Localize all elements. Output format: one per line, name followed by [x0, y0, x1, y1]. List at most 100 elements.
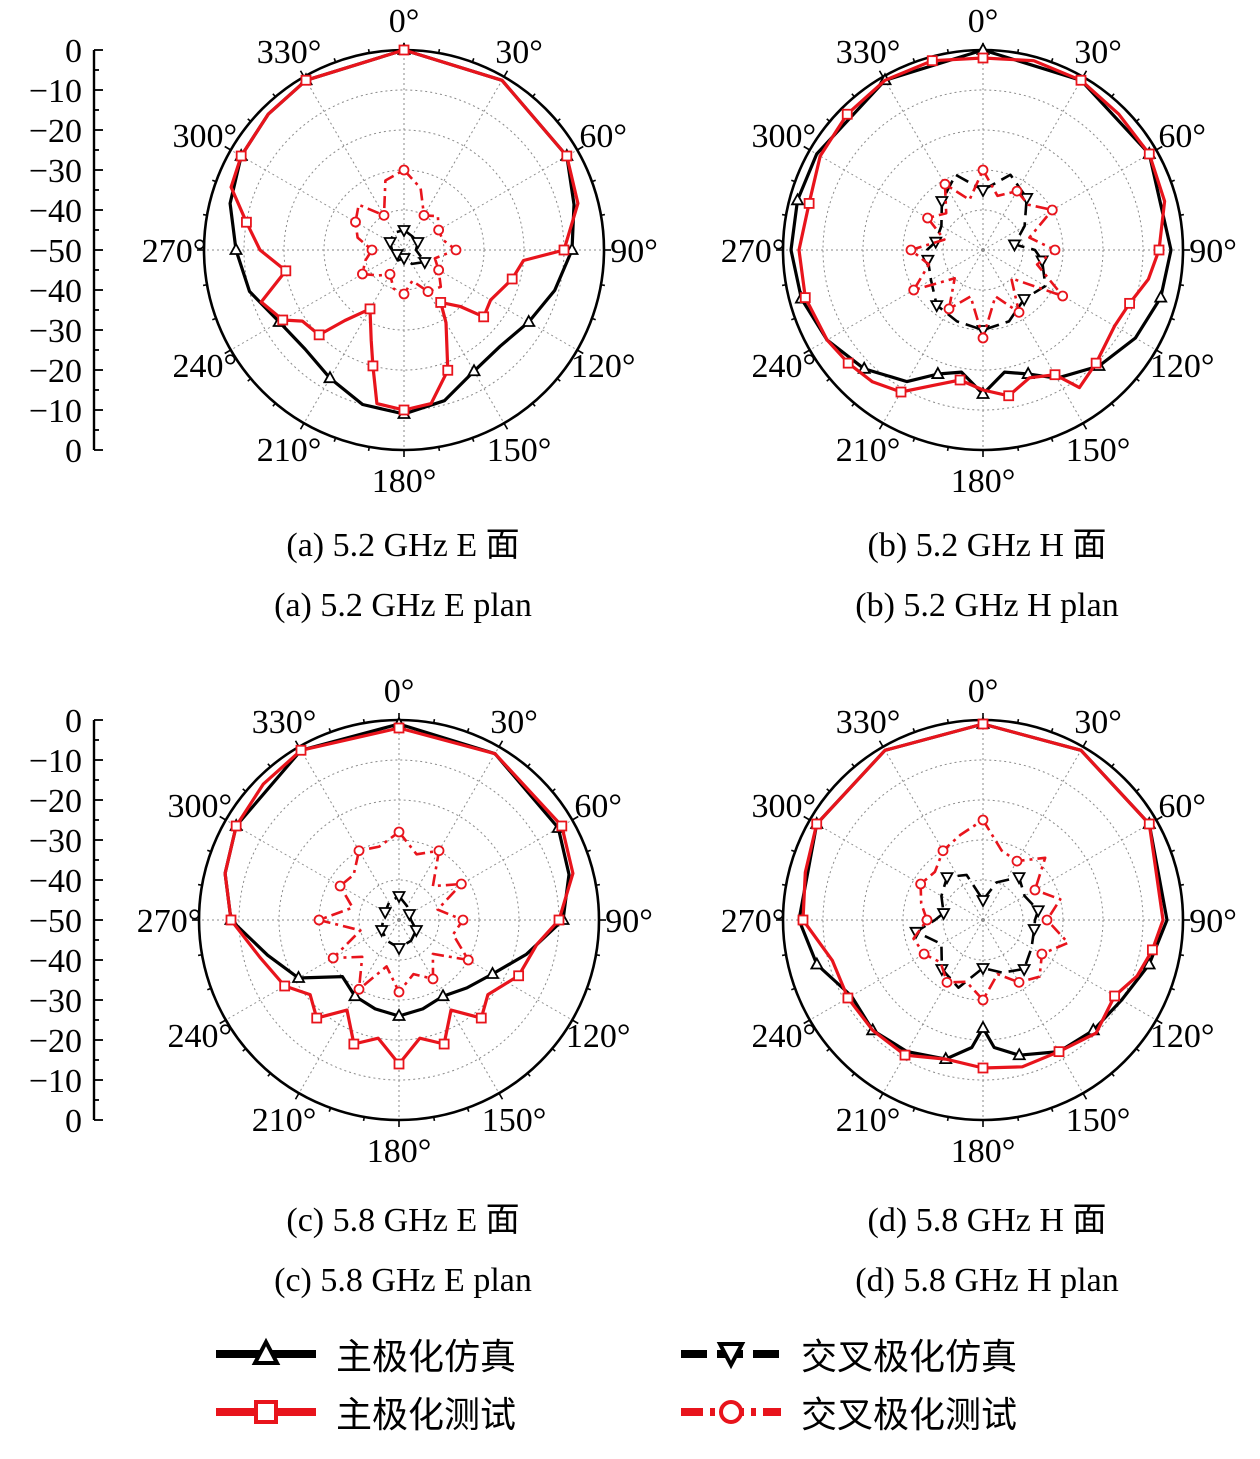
scale-label: −30	[29, 313, 82, 350]
angle-label: 150°	[1066, 1102, 1131, 1139]
scale-label: −10	[29, 393, 82, 430]
data-point-marker	[374, 925, 389, 938]
angle-tick	[1179, 953, 1185, 957]
data-point-marker	[1146, 944, 1158, 956]
angle-tick	[1170, 849, 1175, 853]
angle-label: 330°	[836, 34, 901, 71]
angle-label: 150°	[482, 1102, 547, 1139]
angle-tick	[362, 1116, 366, 1122]
scale-label: −20	[29, 113, 82, 150]
grid-spoke	[403, 149, 578, 251]
scale-label: 0	[65, 33, 82, 70]
series-主极化仿真	[789, 42, 1173, 399]
angle-tick	[1082, 422, 1088, 430]
data-point-marker	[1143, 148, 1155, 160]
angle-label: 240°	[752, 1018, 817, 1055]
angle-tick	[878, 422, 884, 430]
angle-tick	[851, 93, 856, 98]
grid-spoke	[398, 746, 500, 921]
angle-tick	[202, 283, 208, 287]
angle-tick	[600, 283, 606, 287]
scale-label: −30	[29, 983, 82, 1020]
polar-grid: 0° 30° 60° 90° 120° 150° 180° 210° 240° 270° 300° 3…	[137, 673, 653, 1170]
data-point-marker	[1011, 855, 1023, 867]
legend-label-main-sim: 主极化仿真	[336, 1337, 517, 1378]
angle-tick	[212, 317, 217, 321]
data-point-marker	[513, 970, 525, 982]
angle-label: 330°	[836, 704, 901, 741]
angle-tick	[437, 48, 441, 54]
data-point-marker	[357, 268, 368, 280]
data-point-marker	[366, 244, 378, 256]
data-point-marker	[1003, 390, 1015, 402]
angle-tick	[526, 763, 531, 768]
grid-spoke	[403, 249, 505, 424]
grid-spoke	[298, 746, 400, 921]
angle-tick	[471, 58, 475, 63]
series-line	[797, 56, 1167, 398]
data-point-marker	[799, 292, 811, 304]
series-主极化测试	[797, 52, 1167, 402]
angle-tick	[367, 48, 371, 54]
data-point-marker	[475, 1012, 487, 1024]
grid-spoke	[298, 919, 400, 1094]
angle-tick	[242, 788, 247, 793]
caption-d-en: (d) 5.8 GHz H plan	[855, 1262, 1119, 1299]
angle-label: 30°	[495, 34, 543, 71]
data-point-marker	[390, 249, 405, 262]
angle-tick	[212, 179, 217, 183]
scale-label: −10	[29, 1063, 82, 1100]
data-point-marker	[347, 988, 363, 1002]
data-point-marker	[396, 225, 412, 238]
data-point-marker	[295, 744, 307, 756]
angle-tick	[1155, 815, 1163, 821]
data-point-marker	[1013, 976, 1025, 988]
angle-label: 240°	[168, 1018, 233, 1055]
angle-tick	[1110, 763, 1115, 768]
angle-tick	[1170, 987, 1175, 991]
angle-label: 240°	[752, 348, 817, 385]
data-point-marker	[975, 386, 991, 399]
angle-tick	[531, 402, 536, 407]
angle-tick	[437, 446, 441, 452]
angle-tick	[207, 987, 212, 991]
angle-label: 150°	[1066, 432, 1131, 469]
data-point-marker	[225, 914, 237, 926]
data-point-marker	[895, 386, 907, 398]
data-point-marker	[427, 973, 439, 985]
data-point-marker	[977, 994, 989, 1006]
angle-tick	[912, 728, 916, 733]
angle-label: 30°	[1074, 704, 1122, 741]
data-point-marker	[899, 1049, 911, 1061]
data-point-marker	[1090, 357, 1102, 369]
angle-tick	[498, 740, 504, 748]
angle-tick	[267, 763, 272, 768]
caption-a: (a) 5.2 GHz E 面 (a) 5.2 GHz E plan	[103, 516, 703, 636]
series-交叉极化仿真	[374, 891, 424, 956]
angle-tick	[803, 1019, 811, 1025]
grid-spoke	[809, 819, 984, 921]
data-point-marker	[391, 1008, 407, 1021]
data-point-marker	[1036, 948, 1048, 960]
scale-label: −50	[29, 903, 82, 940]
angle-tick	[503, 70, 509, 78]
angle-tick	[242, 1047, 247, 1052]
data-point-marker	[941, 976, 953, 988]
data-point-marker	[313, 329, 325, 341]
data-point-marker	[462, 954, 474, 966]
angle-label: 270°	[721, 233, 786, 270]
series-line	[914, 873, 1040, 989]
caption-b: (b) 5.2 GHz H 面 (b) 5.2 GHz H plan	[687, 516, 1260, 636]
data-point-marker	[915, 878, 927, 890]
angle-tick	[202, 213, 208, 217]
data-point-marker	[811, 818, 823, 830]
angle-tick	[294, 1092, 300, 1100]
data-point-marker	[943, 303, 955, 315]
caption-a-zh: (a) 5.2 GHz E 面	[286, 527, 520, 564]
angle-label: 30°	[1074, 34, 1122, 71]
angle-tick	[219, 815, 227, 821]
angle-tick	[1170, 317, 1175, 321]
data-point-marker	[402, 909, 417, 922]
angle-tick	[531, 93, 536, 98]
angle-label: 300°	[173, 118, 238, 155]
